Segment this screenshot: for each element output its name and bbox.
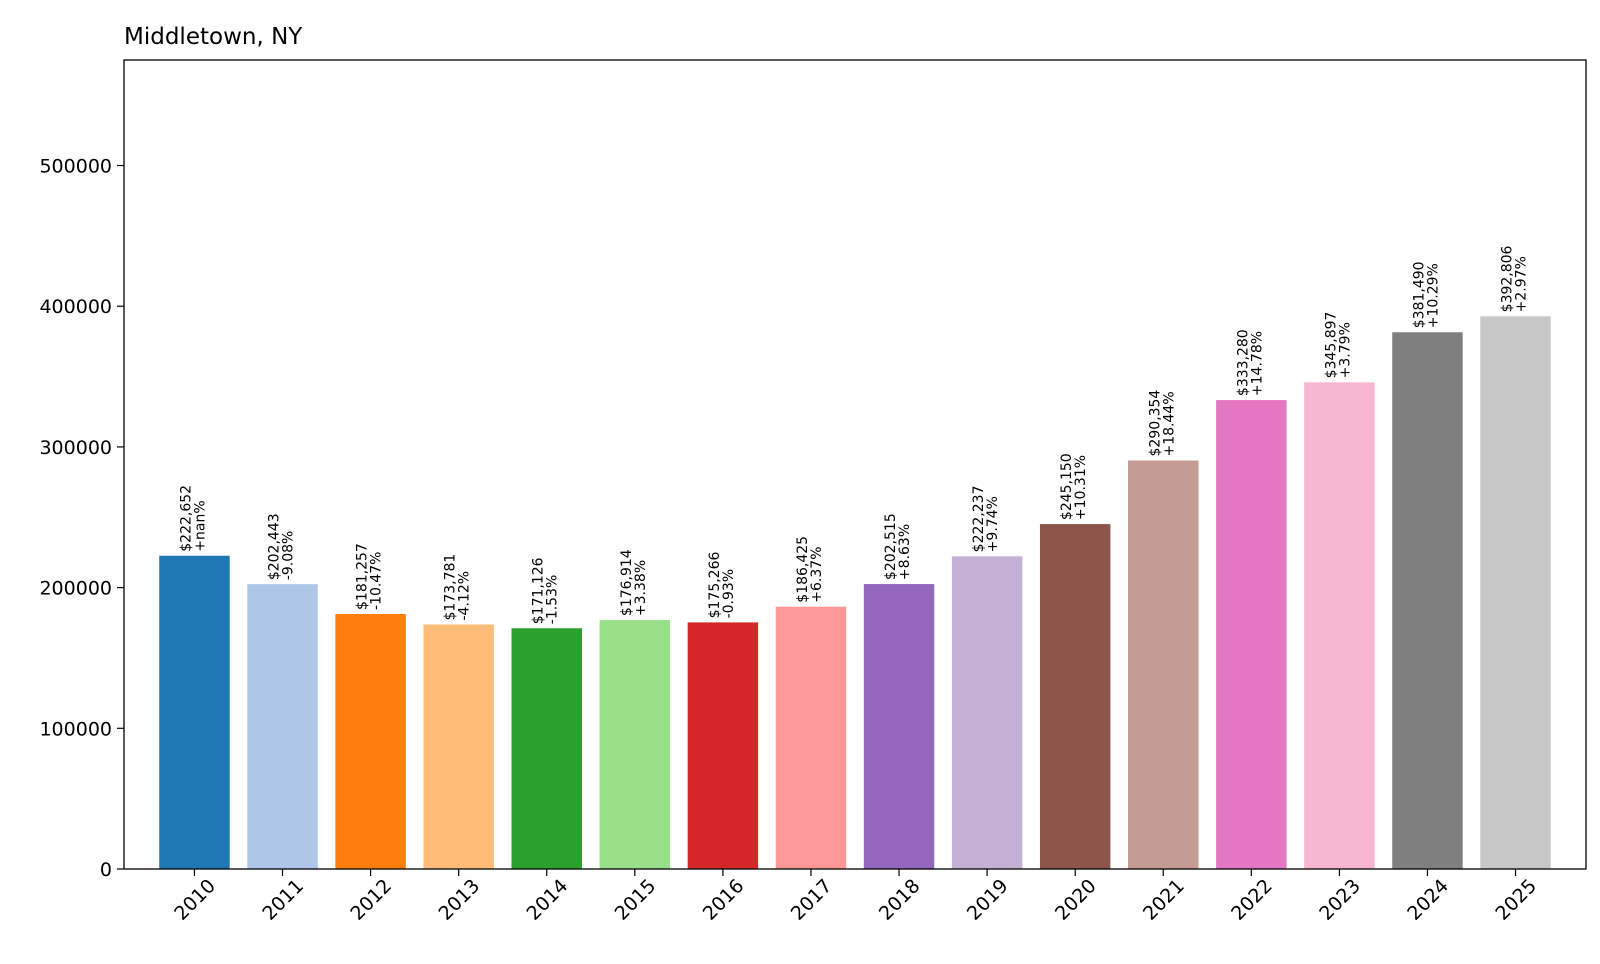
bar-value-label-2023: $345,897 [1323,312,1339,379]
bar-value-label-2011: $202,443 [267,513,283,580]
bar-value-label-2018: $202,515 [883,513,899,580]
bar-change-label-2018: +8.63% [897,524,913,580]
bar-2017 [775,606,847,869]
bar-2025 [1480,316,1551,869]
bar-label-group-2020: $245,150+10.31% [1059,453,1089,520]
x-tick-label-2011: 2011 [258,875,308,925]
bar-2012 [335,613,406,869]
x-tick-label-2014: 2014 [523,875,573,925]
x-tick-label-2017: 2017 [787,875,837,925]
bar-2019 [951,556,1023,869]
y-tick-label: 100000 [39,718,112,740]
y-axis: 0 100000 200000 300000 400000 500000 [39,156,124,881]
bar-2021 [1128,460,1199,869]
bars-layer [159,316,1551,870]
bar-value-label-2019: $222,237 [971,486,987,553]
bar-label-group-2025: $392,806+2.97% [1500,245,1530,312]
x-tick-label-2012: 2012 [346,875,396,925]
bar-2024 [1392,332,1463,870]
bar-change-label-2017: +6.37% [809,546,825,602]
bar-value-label-2017: $186,425 [795,536,811,603]
bar-change-label-2024: +10.29% [1425,263,1441,328]
bar-change-label-2019: +9.74% [985,496,1001,552]
y-tick-label: 0 [100,859,112,881]
x-tick-label-2024: 2024 [1403,875,1453,925]
x-tick-label-2018: 2018 [875,875,925,925]
plot-area-frame [123,59,1587,870]
bar-change-label-2016: -0.93% [721,569,737,619]
bar-label-group-2012: $181,257-10.47% [355,543,385,610]
bar-value-label-2016: $175,266 [707,552,723,619]
bar-value-label-2010: $222,652 [178,485,194,552]
x-tick-label-2013: 2013 [434,875,484,925]
bar-labels-layer: $222,652+nan% $202,443-9.08% $181,257-10.4… [178,245,1529,624]
bar-value-label-2013: $173,781 [443,554,459,621]
bar-label-group-2023: $345,897+3.79% [1323,312,1353,379]
x-tick-label-2023: 2023 [1315,875,1365,925]
bar-2010 [159,555,230,869]
bar-2022 [1216,400,1287,869]
bar-label-group-2010: $222,652+nan% [178,485,208,552]
bar-change-label-2025: +2.97% [1514,256,1530,312]
bar-change-label-2020: +10.31% [1073,455,1089,520]
bar-label-group-2021: $290,354+18.44% [1147,390,1177,457]
y-tick-label: 200000 [39,578,112,600]
bar-label-group-2016: $175,266-0.93% [707,552,737,619]
x-tick-label-2025: 2025 [1491,875,1541,925]
bar-value-label-2022: $333,280 [1235,329,1251,396]
bar-2011 [247,584,318,869]
bar-change-label-2013: -4.12% [457,571,473,621]
x-tick-label-2022: 2022 [1227,875,1277,925]
x-tick-label-2015: 2015 [611,875,661,925]
bar-change-label-2021: +18.44% [1161,391,1177,456]
bar-value-label-2021: $290,354 [1147,390,1163,457]
bar-change-label-2010: +nan% [192,500,208,551]
bar-label-group-2014: $171,126-1.53% [531,557,561,624]
x-tick-label-2010: 2010 [170,875,220,925]
bar-value-label-2020: $245,150 [1059,453,1075,520]
bar-change-label-2015: +3.38% [633,560,649,616]
bar-label-group-2018: $202,515+8.63% [883,513,913,580]
bar-2018 [863,584,935,869]
x-tick-label-2019: 2019 [963,875,1013,925]
y-tick-label: 500000 [39,156,112,178]
x-axis: 2010 2011 2012 2013 2014 2015 2016 2017 2018 2019… [170,869,1541,925]
y-tick-label: 400000 [39,296,112,318]
bar-change-label-2011: -9.08% [281,531,297,581]
bar-2013 [423,624,494,869]
bar-label-group-2011: $202,443-9.08% [267,513,297,580]
bar-change-label-2023: +3.79% [1337,322,1353,378]
bar-2014 [511,628,582,869]
bar-label-group-2019: $222,237+9.74% [971,486,1001,553]
bar-2020 [1039,524,1111,869]
y-tick-label: 300000 [39,437,112,459]
bar-change-label-2022: +14.78% [1249,331,1265,396]
bar-change-label-2014: -1.53% [545,575,561,625]
bar-value-label-2024: $381,490 [1411,261,1427,328]
x-tick-label-2020: 2020 [1051,875,1101,925]
bar-value-label-2015: $176,914 [619,549,635,616]
bar-label-group-2015: $176,914+3.38% [619,549,649,616]
bar-value-label-2012: $181,257 [355,543,371,610]
bar-label-group-2013: $173,781-4.12% [443,554,473,621]
bar-change-label-2012: -10.47% [369,552,385,610]
bar-label-group-2024: $381,490+10.29% [1411,261,1441,328]
bar-2023 [1304,382,1375,869]
chart-title: Middletown, NY [124,24,303,50]
x-tick-label-2016: 2016 [699,875,749,925]
bar-label-group-2022: $333,280+14.78% [1235,329,1265,396]
bar-2016 [687,622,759,869]
x-tick-label-2021: 2021 [1139,875,1189,925]
bar-2015 [599,620,671,869]
bar-value-label-2014: $171,126 [531,557,547,624]
bar-value-label-2025: $392,806 [1500,245,1516,312]
bar-label-group-2017: $186,425+6.37% [795,536,825,603]
